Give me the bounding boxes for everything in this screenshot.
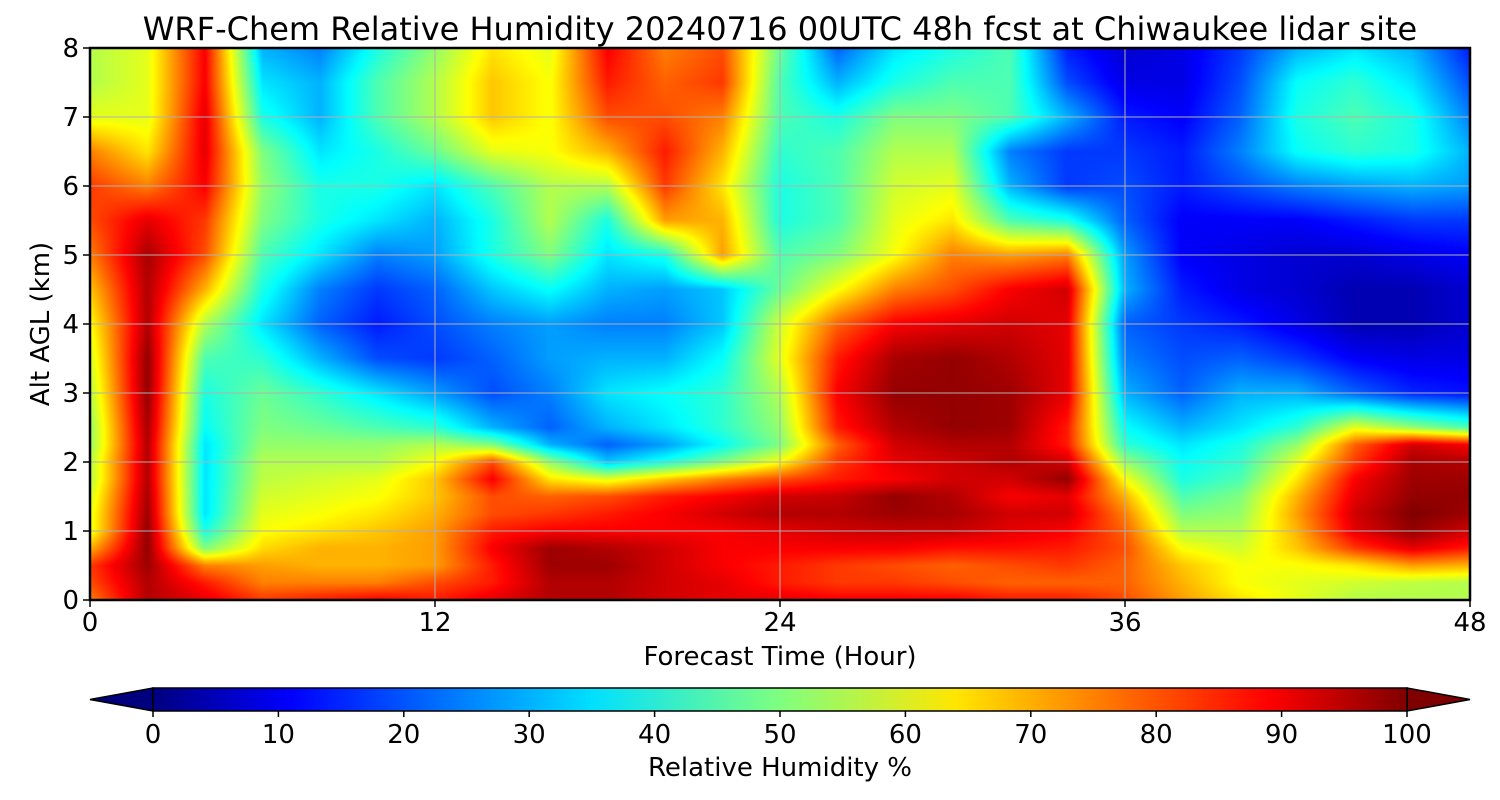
y-tick-label: 3	[62, 379, 79, 409]
x-tick-label: 48	[1453, 608, 1486, 638]
x-axis: 0 12 24 36 48	[82, 600, 1487, 638]
colorbar-tick-label: 60	[889, 720, 922, 750]
grid-lines	[90, 48, 1470, 600]
colorbar-tick-label: 40	[638, 720, 671, 750]
y-axis: 0 1 2 3 4 5 6 7 8	[62, 34, 90, 616]
y-axis-label: Alt AGL (km)	[26, 242, 56, 406]
colorbar-tick-label: 10	[262, 720, 295, 750]
colorbar-tick-label: 100	[1382, 720, 1432, 750]
colorbar-tick-label: 0	[145, 720, 162, 750]
y-tick-label: 6	[62, 172, 79, 202]
colorbar-tick-label: 20	[387, 720, 420, 750]
y-tick-label: 2	[62, 448, 79, 478]
colorbar-extend-low	[89, 687, 154, 712]
colorbar-label: Relative Humidity %	[648, 753, 912, 783]
y-tick-label: 7	[62, 103, 79, 133]
x-tick-label: 0	[82, 608, 99, 638]
x-tick-label: 36	[1108, 608, 1141, 638]
y-tick-label: 4	[62, 310, 79, 340]
colorbar: 0 10 20 30 40 50 60 70 80 90 100 Relative Humidity…	[89, 687, 1471, 783]
colorbar-tick-label: 70	[1014, 720, 1047, 750]
colorbar-tick-label: 30	[513, 720, 546, 750]
y-tick-label: 5	[62, 241, 79, 271]
x-tick-label: 12	[418, 608, 451, 638]
colorbar-tick-label: 90	[1265, 720, 1298, 750]
colorbar-tick-label: 80	[1140, 720, 1173, 750]
colorbar-ticks: 0 10 20 30 40 50 60 70 80 90 100	[145, 711, 1432, 750]
chart-title: WRF-Chem Relative Humidity 20240716 00UT…	[143, 10, 1417, 48]
colorbar-tick-label: 50	[763, 720, 796, 750]
colorbar-ramp	[152, 687, 1408, 712]
x-axis-label: Forecast Time (Hour)	[643, 642, 916, 672]
colorbar-extend-high	[1406, 687, 1471, 712]
y-tick-label: 0	[62, 586, 79, 616]
y-tick-label: 8	[62, 34, 79, 64]
y-tick-label: 1	[62, 517, 79, 547]
x-tick-label: 24	[763, 608, 796, 638]
